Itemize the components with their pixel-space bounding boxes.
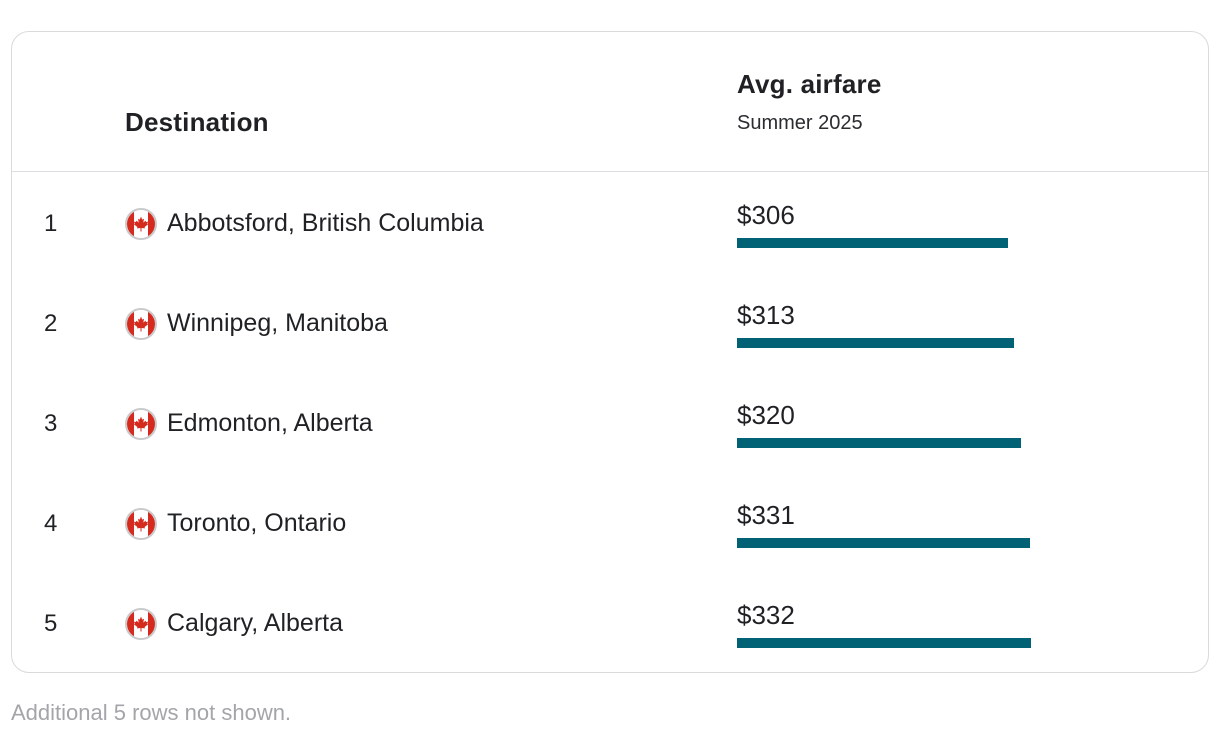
airfare-bar <box>737 338 1014 348</box>
airfare-table: Destination Avg. airfare Summer 2025 1 Ab… <box>11 31 1209 673</box>
airfare-bar <box>737 238 1008 248</box>
destination-name: Winnipeg, Manitoba <box>167 309 388 337</box>
footnote: Additional 5 rows not shown. <box>11 700 292 725</box>
canada-flag-icon <box>125 608 157 640</box>
rank-number: 4 <box>44 510 58 537</box>
airfare-value-label: $320 <box>737 400 795 430</box>
table-row: 3 Edmonton, Alberta $320 <box>12 372 1208 472</box>
destination-name: Edmonton, Alberta <box>167 409 373 437</box>
canada-flag-icon <box>125 508 157 540</box>
rank-number: 1 <box>44 210 58 237</box>
column-header-destination: Destination <box>125 107 269 137</box>
canada-flag-icon <box>125 408 157 440</box>
rank-number: 5 <box>44 610 58 637</box>
airfare-value-label: $332 <box>737 600 795 630</box>
canada-flag-icon <box>125 308 157 340</box>
table-row: 1 Abbotsford, British Columbia $306 <box>12 172 1208 272</box>
rank-number: 3 <box>44 410 58 437</box>
column-header-avg-airfare: Avg. airfare <box>737 69 882 99</box>
rank-number: 2 <box>44 310 58 337</box>
destination-name: Calgary, Alberta <box>167 609 344 637</box>
airfare-value-label: $306 <box>737 200 795 230</box>
table-row: 4 Toronto, Ontario $331 <box>12 472 1208 572</box>
canada-flag-icon <box>125 208 157 240</box>
table-header: Destination Avg. airfare Summer 2025 <box>12 32 1208 172</box>
destination-name: Toronto, Ontario <box>167 509 347 537</box>
destination-name: Abbotsford, British Columbia <box>167 209 484 237</box>
airfare-value-label: $313 <box>737 300 795 330</box>
airfare-bar <box>737 538 1030 548</box>
airfare-value-label: $331 <box>737 500 795 530</box>
table-row: 2 Winnipeg, Manitoba $313 <box>12 272 1208 372</box>
airfare-bar <box>737 438 1021 448</box>
table-row: 5 Calgary, Alberta $332 <box>12 572 1208 672</box>
column-subheader-period: Summer 2025 <box>737 112 863 134</box>
airfare-bar <box>737 638 1031 648</box>
